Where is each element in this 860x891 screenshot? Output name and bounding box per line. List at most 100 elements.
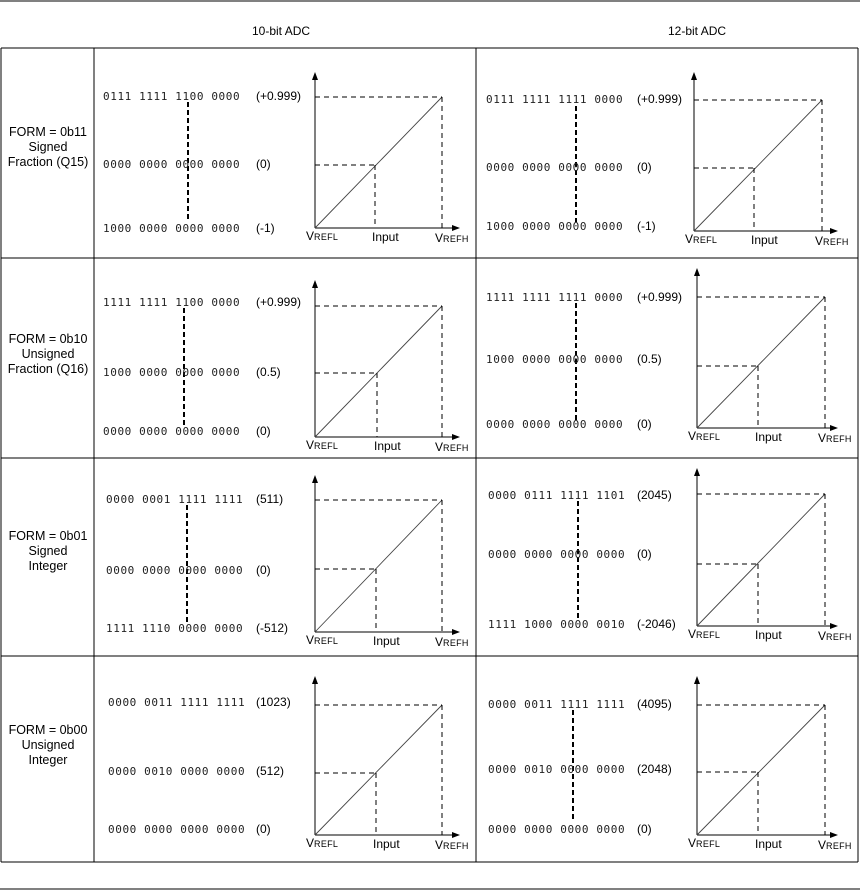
adc12-middle-code: 0000 0000 0000 0000 — [486, 161, 624, 174]
adc12-bottom-value: (0) — [637, 822, 652, 836]
vrefh-sub: REFH — [826, 841, 852, 851]
adc12-middle-code: 0000 0010 0000 0000 — [488, 763, 626, 776]
vrefl-main: V — [685, 232, 694, 246]
vrefh-sub: REFH — [826, 632, 852, 642]
form-label-line: Fraction (Q15) — [7, 155, 89, 169]
adc10-top-value: (511) — [256, 492, 284, 506]
vrefl-label: VREFL — [306, 633, 338, 647]
transfer-function-line — [314, 305, 443, 438]
y-axis-arrow — [312, 475, 318, 483]
vrefl-sub: REFL — [314, 441, 339, 451]
vrefh-label: VREFH — [435, 635, 469, 649]
adc10-bottom-code: 0000 0000 0000 0000 — [108, 823, 246, 836]
y-axis-arrow — [694, 468, 700, 476]
form-label-line: FORM = 0b00 — [8, 723, 88, 737]
vrefh-sub: REFH — [826, 434, 852, 444]
vrefl-main: V — [688, 627, 697, 641]
input-label: Input — [755, 430, 782, 444]
adc12-top-code: 0000 0011 1111 1111 — [488, 698, 626, 711]
adc12-bottom-value: (-2046) — [637, 617, 676, 631]
adc12-bottom-code: 0000 0000 0000 0000 — [486, 418, 624, 431]
vrefl-sub: REFL — [696, 630, 721, 640]
x-axis-arrow — [830, 228, 838, 234]
vrefh-main: V — [818, 431, 827, 445]
adc10-middle-code: 0000 0000 0000 0000 — [106, 564, 244, 577]
adc12-top-value: (+0.999) — [637, 92, 683, 106]
adc12-middle-value: (0.5) — [637, 352, 662, 366]
transfer-function-line — [696, 704, 826, 836]
x-axis-arrow — [830, 832, 838, 838]
vrefl-main: V — [306, 229, 315, 243]
vrefl-label: VREFL — [688, 627, 720, 641]
vrefl-sub: REFL — [693, 235, 718, 245]
form-label-line: FORM = 0b11 — [9, 125, 87, 139]
vrefl-main: V — [688, 836, 697, 850]
transfer-function-line — [314, 499, 443, 633]
adc12-top-code: 0111 1111 1111 0000 — [486, 93, 624, 106]
vrefh-label: VREFH — [818, 838, 852, 852]
vrefl-label: VREFL — [688, 836, 720, 850]
adc10-bottom-value: (0) — [256, 424, 271, 438]
vrefh-label: VREFH — [435, 231, 469, 245]
vrefl-sub: REFL — [314, 839, 339, 849]
adc12-top-code: 1111 1111 1111 0000 — [486, 291, 624, 304]
vrefh-main: V — [818, 629, 827, 643]
vrefh-label: VREFH — [435, 838, 469, 852]
x-axis-arrow — [830, 425, 838, 431]
input-label: Input — [374, 439, 401, 453]
vrefl-label: VREFL — [306, 229, 338, 243]
adc10-middle-code: 1000 0000 0000 0000 — [103, 366, 241, 379]
form-label-line: Integer — [28, 753, 68, 767]
form-label-line: FORM = 0b01 — [8, 529, 88, 543]
adc12-bottom-code: 1000 0000 0000 0000 — [486, 220, 624, 233]
vrefh-main: V — [435, 838, 444, 852]
input-label: Input — [751, 233, 778, 247]
vrefh-main: V — [435, 440, 444, 454]
adc12-middle-value: (0) — [637, 547, 652, 561]
form-label-row-2: FORM = 0b01 Signed Integer — [4, 529, 92, 574]
adc10-middle-value: (0) — [256, 157, 271, 171]
vrefl-main: V — [306, 836, 315, 850]
adc12-top-value: (+0.999) — [637, 290, 683, 304]
adc10-top-value: (1023) — [256, 695, 291, 709]
transfer-function-line — [314, 96, 443, 229]
vrefh-sub: REFH — [443, 443, 469, 453]
adc10-top-code: 0000 0011 1111 1111 — [108, 696, 246, 709]
adc10-middle-value: (0) — [256, 563, 271, 577]
adc12-middle-value: (0) — [637, 160, 652, 174]
y-axis-arrow — [312, 280, 318, 288]
adc12-bottom-value: (0) — [637, 417, 652, 431]
vrefh-main: V — [818, 838, 827, 852]
transfer-function-line — [314, 704, 443, 836]
adc12-middle-value: (2048) — [637, 762, 672, 776]
adc10-bottom-value: (-512) — [256, 621, 289, 635]
vrefl-sub: REFL — [314, 232, 339, 242]
adc12-bottom-code: 0000 0000 0000 0000 — [488, 823, 626, 836]
form-label-line: Signed — [28, 140, 68, 154]
adc10-middle-code: 0000 0010 0000 0000 — [108, 765, 246, 778]
transfer-function-line — [693, 99, 823, 232]
vrefl-sub: REFL — [696, 432, 721, 442]
vrefh-label: VREFH — [815, 234, 849, 248]
y-axis-arrow — [694, 268, 700, 276]
vrefl-sub: REFL — [314, 636, 339, 646]
vrefh-label: VREFH — [435, 440, 469, 454]
y-axis-arrow — [694, 676, 700, 684]
adc10-top-code: 1111 1111 1100 0000 — [103, 296, 241, 309]
adc10-bottom-code: 0000 0000 0000 0000 — [103, 425, 241, 438]
vrefl-main: V — [306, 633, 315, 647]
adc10-top-value: (+0.999) — [256, 89, 302, 103]
adc12-bottom-value: (-1) — [637, 219, 656, 233]
input-label: Input — [755, 628, 782, 642]
vrefh-main: V — [435, 231, 444, 245]
y-axis-arrow — [312, 676, 318, 684]
header-10bit-adc: 10-bit ADC — [252, 24, 311, 38]
y-axis-arrow — [691, 72, 697, 80]
x-axis-arrow — [452, 629, 460, 635]
y-axis-arrow — [312, 72, 318, 80]
form-label-line: Unsigned — [21, 347, 75, 361]
adc10-bottom-value: (-1) — [256, 221, 275, 235]
vrefh-label: VREFH — [818, 629, 852, 643]
